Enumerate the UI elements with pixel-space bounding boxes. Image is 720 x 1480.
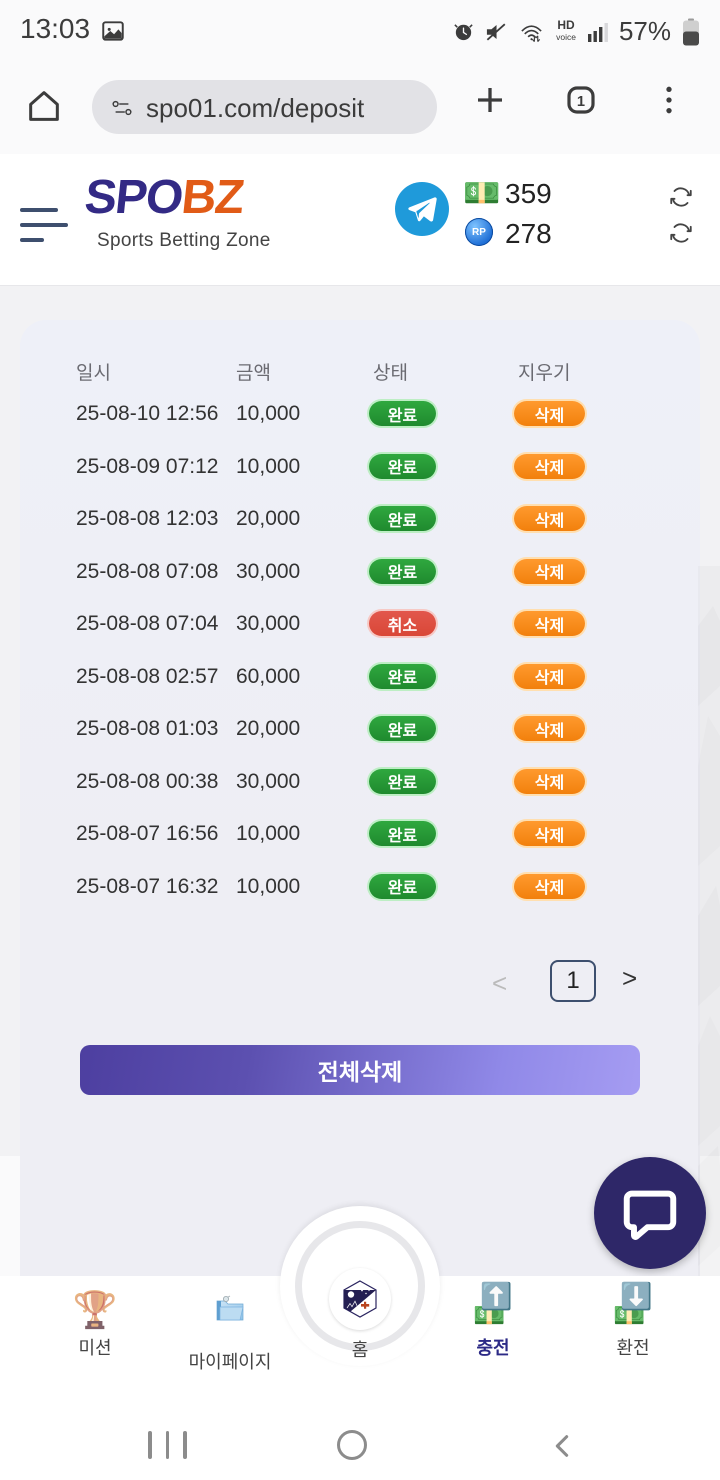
svg-text:1: 1	[577, 94, 585, 110]
